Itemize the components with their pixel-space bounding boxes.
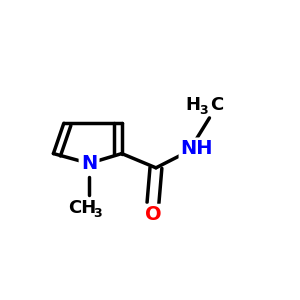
Text: H: H xyxy=(186,96,201,114)
Text: NH: NH xyxy=(180,139,213,158)
Text: 3: 3 xyxy=(199,104,208,117)
Text: 3: 3 xyxy=(94,206,102,220)
Text: C: C xyxy=(210,96,224,114)
Text: O: O xyxy=(145,205,161,224)
Text: N: N xyxy=(81,154,97,173)
Text: CH: CH xyxy=(68,199,97,217)
